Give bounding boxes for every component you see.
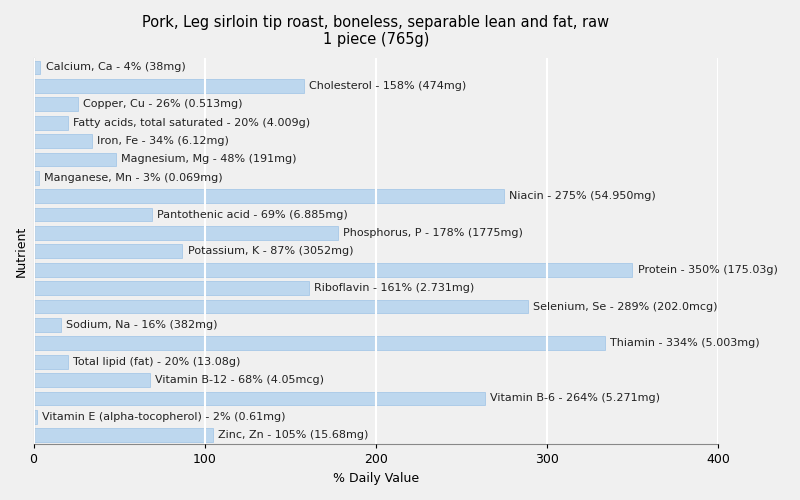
Text: Niacin - 275% (54.950mg): Niacin - 275% (54.950mg)	[510, 191, 656, 201]
Bar	[34, 152, 116, 166]
Bar	[34, 428, 214, 442]
Text: Pantothenic acid - 69% (6.885mg): Pantothenic acid - 69% (6.885mg)	[157, 210, 347, 220]
Text: Fatty acids, total saturated - 20% (4.009g): Fatty acids, total saturated - 20% (4.00…	[73, 118, 310, 128]
Text: Manganese, Mn - 3% (0.069mg): Manganese, Mn - 3% (0.069mg)	[44, 173, 222, 183]
Text: Magnesium, Mg - 48% (191mg): Magnesium, Mg - 48% (191mg)	[121, 154, 296, 164]
Text: Potassium, K - 87% (3052mg): Potassium, K - 87% (3052mg)	[187, 246, 353, 256]
Text: Cholesterol - 158% (474mg): Cholesterol - 158% (474mg)	[309, 81, 466, 91]
Bar	[34, 281, 309, 295]
Text: Thiamin - 334% (5.003mg): Thiamin - 334% (5.003mg)	[610, 338, 760, 348]
Text: Calcium, Ca - 4% (38mg): Calcium, Ca - 4% (38mg)	[46, 62, 186, 72]
Bar	[34, 226, 338, 240]
Bar	[34, 373, 150, 387]
Text: Vitamin E (alpha-tocopherol) - 2% (0.61mg): Vitamin E (alpha-tocopherol) - 2% (0.61m…	[42, 412, 286, 422]
Bar	[34, 116, 68, 130]
Title: Pork, Leg sirloin tip roast, boneless, separable lean and fat, raw
1 piece (765g: Pork, Leg sirloin tip roast, boneless, s…	[142, 15, 610, 48]
Text: Riboflavin - 161% (2.731mg): Riboflavin - 161% (2.731mg)	[314, 283, 474, 293]
Text: Vitamin B-6 - 264% (5.271mg): Vitamin B-6 - 264% (5.271mg)	[490, 394, 661, 404]
Text: Zinc, Zn - 105% (15.68mg): Zinc, Zn - 105% (15.68mg)	[218, 430, 369, 440]
Bar	[34, 134, 92, 148]
Bar	[34, 392, 486, 406]
Text: Iron, Fe - 34% (6.12mg): Iron, Fe - 34% (6.12mg)	[97, 136, 229, 146]
Bar	[34, 98, 78, 111]
Bar	[34, 318, 61, 332]
Text: Total lipid (fat) - 20% (13.08g): Total lipid (fat) - 20% (13.08g)	[73, 356, 240, 366]
X-axis label: % Daily Value: % Daily Value	[333, 472, 419, 485]
Text: Phosphorus, P - 178% (1775mg): Phosphorus, P - 178% (1775mg)	[343, 228, 523, 238]
Text: Vitamin B-12 - 68% (4.05mcg): Vitamin B-12 - 68% (4.05mcg)	[155, 375, 324, 385]
Text: Sodium, Na - 16% (382mg): Sodium, Na - 16% (382mg)	[66, 320, 218, 330]
Text: Copper, Cu - 26% (0.513mg): Copper, Cu - 26% (0.513mg)	[83, 100, 242, 110]
Bar	[34, 79, 304, 93]
Bar	[34, 244, 182, 258]
Bar	[34, 263, 633, 276]
Bar	[34, 410, 37, 424]
Bar	[34, 355, 68, 368]
Text: Selenium, Se - 289% (202.0mcg): Selenium, Se - 289% (202.0mcg)	[533, 302, 718, 312]
Bar	[34, 336, 605, 350]
Bar	[34, 190, 504, 203]
Bar	[34, 208, 152, 222]
Y-axis label: Nutrient: Nutrient	[15, 226, 28, 277]
Bar	[34, 60, 40, 74]
Bar	[34, 300, 528, 314]
Bar	[34, 171, 38, 184]
Text: Protein - 350% (175.03g): Protein - 350% (175.03g)	[638, 264, 778, 274]
